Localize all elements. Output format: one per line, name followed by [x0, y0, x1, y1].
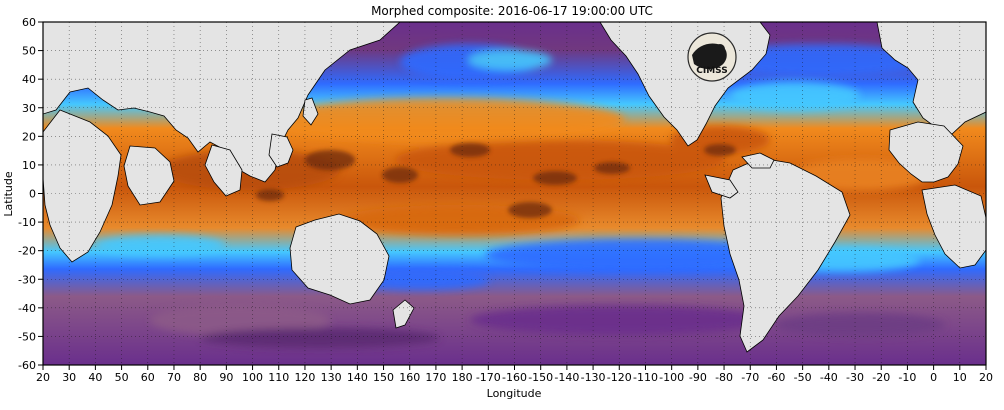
x-tick-label: -10 — [898, 371, 916, 384]
x-tick-label: -30 — [846, 371, 864, 384]
y-tick-label: -20 — [18, 245, 36, 258]
x-tick-label: -170 — [476, 371, 501, 384]
y-tick-label: -40 — [18, 302, 36, 315]
x-tick-label: 100 — [242, 371, 263, 384]
plot-area — [43, 22, 986, 365]
x-axis-ticks: 20 30 40 50 60 70 80 90 100 110 120 130 140 150 160 170… — [36, 365, 993, 384]
y-tick-label: 0 — [29, 188, 36, 201]
x-tick-label: -140 — [554, 371, 579, 384]
y-axis-label: Latitude — [2, 171, 15, 217]
x-tick-label: -160 — [502, 371, 527, 384]
x-tick-label: 60 — [141, 371, 155, 384]
x-tick-label: 0 — [930, 371, 937, 384]
x-tick-label: -100 — [659, 371, 684, 384]
y-axis-ticks: 60 50 40 30 20 10 0 -10 -20 -30 -40 -50 -60 — [18, 16, 43, 372]
y-tick-label: 40 — [22, 73, 36, 86]
x-tick-label: 160 — [399, 371, 420, 384]
y-tick-label: 20 — [22, 130, 36, 143]
x-tick-label: -40 — [820, 371, 838, 384]
y-tick-label: 60 — [22, 16, 36, 29]
x-tick-label: 40 — [88, 371, 102, 384]
x-tick-label: 130 — [321, 371, 342, 384]
x-tick-label: 150 — [373, 371, 394, 384]
x-tick-label: -80 — [715, 371, 733, 384]
chart-title: Morphed composite: 2016-06-17 19:00:00 U… — [371, 4, 653, 18]
y-tick-label: -10 — [18, 216, 36, 229]
x-tick-label: -110 — [633, 371, 658, 384]
x-tick-label: -70 — [741, 371, 759, 384]
logo-text: CIMSS — [696, 66, 727, 76]
x-tick-label: -150 — [528, 371, 553, 384]
y-tick-label: -30 — [18, 273, 36, 286]
x-tick-label: 30 — [62, 371, 76, 384]
x-tick-label: 50 — [115, 371, 129, 384]
y-tick-label: 50 — [22, 45, 36, 58]
x-tick-label: -120 — [607, 371, 632, 384]
x-tick-label: 80 — [193, 371, 207, 384]
x-tick-label: -50 — [794, 371, 812, 384]
x-tick-label: 20 — [979, 371, 993, 384]
y-tick-label: -60 — [18, 359, 36, 372]
x-tick-label: 90 — [219, 371, 233, 384]
x-tick-label: -90 — [689, 371, 707, 384]
y-tick-label: 30 — [22, 102, 36, 115]
x-tick-label: 170 — [425, 371, 446, 384]
logo-dot — [715, 44, 725, 54]
x-tick-label: -130 — [581, 371, 606, 384]
x-tick-label: 110 — [268, 371, 289, 384]
x-tick-label: 70 — [167, 371, 181, 384]
x-tick-label: 20 — [36, 371, 50, 384]
y-tick-label: 10 — [22, 159, 36, 172]
x-tick-label: -20 — [872, 371, 890, 384]
convection-patches — [256, 143, 736, 218]
x-axis-label: Longitude — [487, 387, 542, 400]
x-tick-label: -60 — [767, 371, 785, 384]
x-tick-label: 120 — [294, 371, 315, 384]
x-tick-label: 10 — [953, 371, 967, 384]
x-tick-label: 180 — [452, 371, 473, 384]
x-tick-label: 140 — [347, 371, 368, 384]
cimss-logo: CIMSS — [687, 32, 737, 82]
y-tick-label: -50 — [18, 330, 36, 343]
